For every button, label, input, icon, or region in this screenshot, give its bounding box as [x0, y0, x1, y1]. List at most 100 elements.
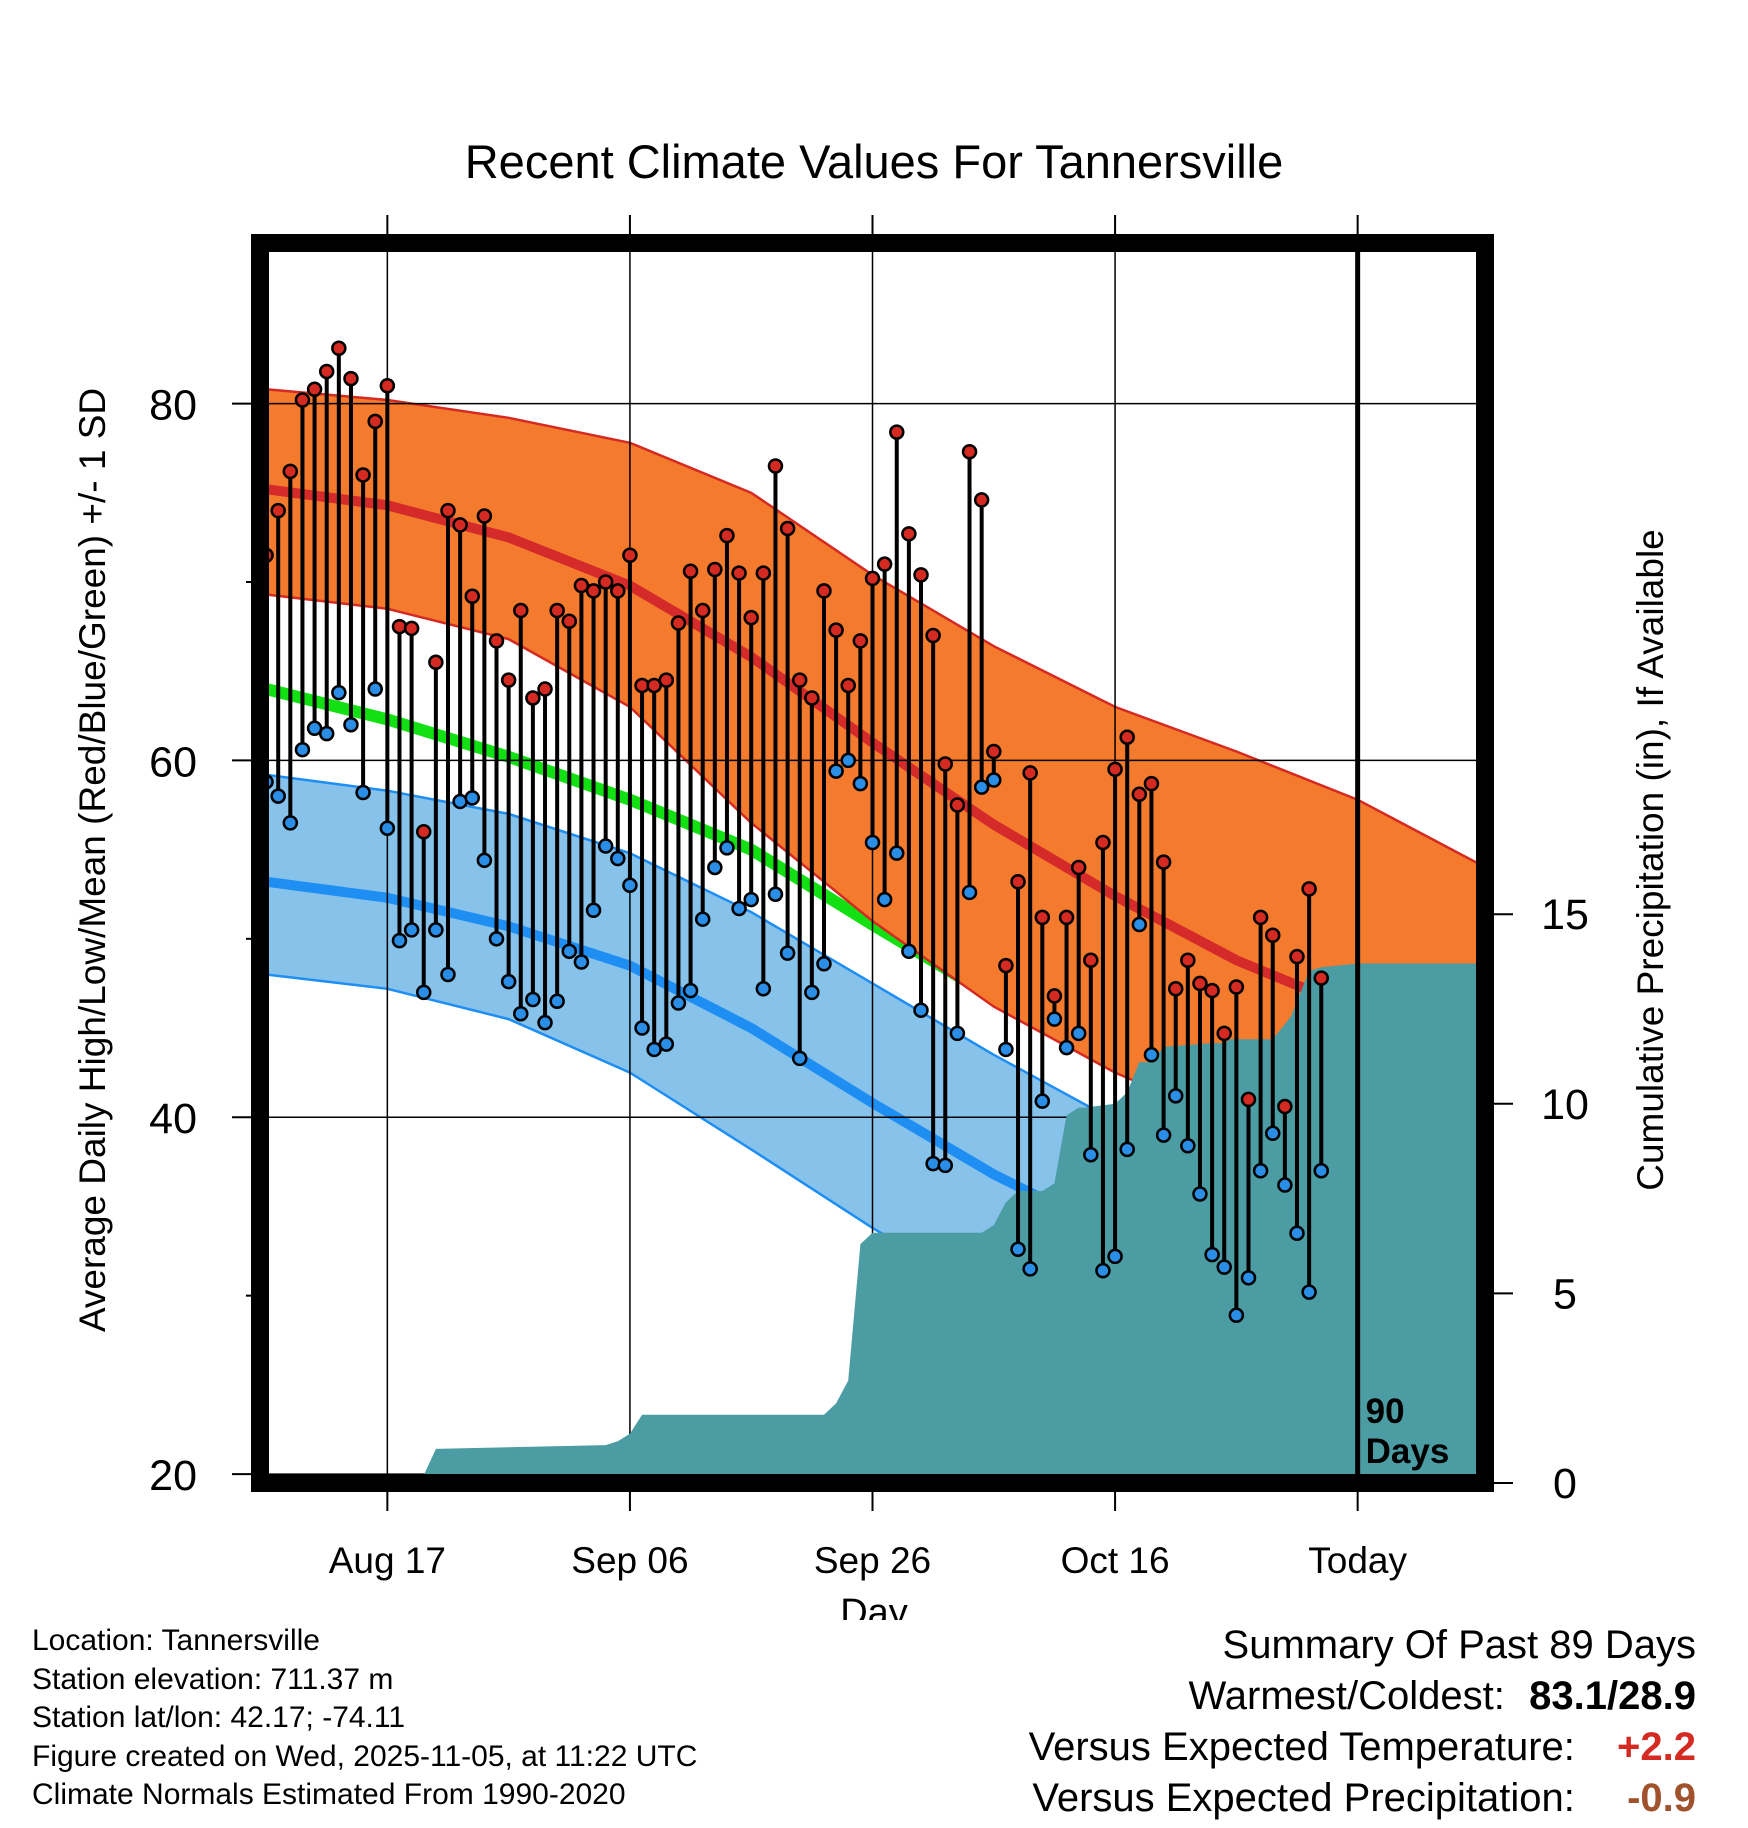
daily-high-point: [986, 743, 1002, 760]
daily-low-point: [379, 820, 396, 836]
daily-low-point: [1119, 1141, 1135, 1158]
daily-high-point: [1252, 909, 1269, 926]
daily-high-point: [719, 527, 735, 544]
daily-low-point: [343, 716, 359, 733]
daily-high-point: [367, 413, 383, 430]
daily-low-point: [525, 991, 541, 1008]
daily-low-point: [476, 852, 493, 869]
daily-low-point: [1034, 1093, 1051, 1109]
x-tick-label: Sep 06: [571, 1540, 688, 1581]
daily-high-point: [937, 756, 954, 772]
daily-high-point: [391, 618, 408, 635]
daily-low-point: [549, 993, 565, 1010]
daily-high-point: [476, 508, 493, 524]
daily-high-point: [1022, 765, 1038, 781]
daily-low-point: [1070, 1025, 1087, 1042]
daily-high-point: [318, 363, 335, 380]
daily-high-point: [646, 677, 662, 694]
x-axis-label: Day: [840, 1592, 908, 1620]
daily-low-point: [294, 741, 311, 758]
warmest-coldest-label: Warmest/Coldest:: [1188, 1674, 1505, 1718]
daily-low-point: [901, 943, 917, 960]
climate-chart: Recent Climate Values For Tannersville D…: [72, 135, 1671, 1620]
daily-low-point: [331, 684, 347, 701]
daily-high-point: [840, 677, 856, 694]
daily-high-point: [525, 690, 541, 706]
daily-low-point: [1046, 1011, 1063, 1027]
daily-high-point: [1034, 909, 1051, 926]
daily-low-point: [440, 966, 456, 983]
created-line: Figure created on Wed, 2025-11-05, at 11…: [32, 1739, 698, 1773]
y2-tick-label: 0: [1553, 1460, 1577, 1508]
daily-high-point: [1107, 761, 1123, 778]
daily-low-point: [767, 886, 784, 902]
y-tick-label: 20: [149, 1452, 197, 1500]
precip-anomaly-label: Versus Expected Precipitation:: [1032, 1776, 1575, 1820]
daily-low-point: [403, 922, 420, 938]
daily-low-point: [998, 1041, 1014, 1058]
daily-low-point: [694, 911, 711, 927]
daily-high-point: [925, 627, 941, 644]
daily-high-point: [561, 613, 578, 629]
daily-low-point: [961, 884, 978, 901]
x-tick-label: Today: [1308, 1540, 1407, 1581]
daily-high-point: [537, 681, 553, 697]
daily-high-point: [1155, 854, 1172, 870]
daily-low-point: [864, 834, 881, 851]
warmest-coldest-row: Warmest/Coldest: 83.1/28.9: [1029, 1671, 1697, 1722]
y2-tick-label: 15: [1541, 891, 1589, 939]
daily-low-point: [561, 943, 578, 960]
x-tick-label: Oct 16: [1061, 1540, 1170, 1581]
daily-low-point: [391, 932, 408, 949]
daily-high-point: [379, 377, 396, 394]
daily-high-point: [658, 672, 675, 688]
daily-low-point: [537, 1014, 553, 1031]
daily-low-point: [1216, 1259, 1232, 1275]
daily-low-point: [646, 1041, 662, 1058]
daily-high-point: [440, 502, 456, 519]
daily-high-point: [852, 633, 869, 649]
daily-low-point: [464, 790, 481, 806]
chart-title: Recent Climate Values For Tannersville: [465, 135, 1284, 188]
daily-low-point: [597, 838, 614, 854]
x-tick-label: Sep 26: [814, 1540, 931, 1581]
daily-low-point: [925, 1155, 941, 1172]
daily-high-point: [270, 502, 286, 519]
daily-high-point: [513, 602, 529, 619]
y2-tick-label: 10: [1541, 1081, 1589, 1129]
daily-low-point: [913, 1002, 929, 1018]
daily-high-point: [949, 797, 966, 813]
latlon-line: Station lat/lon: 42.17; -74.11: [32, 1701, 406, 1734]
y2-axis-label: Cumulative Precipitation (in), If Availa…: [1630, 529, 1671, 1191]
precip-anomaly-row: Versus Expected Precipitation: -0.9: [1029, 1773, 1696, 1824]
daily-low-point: [1301, 1284, 1317, 1300]
daily-high-point: [682, 563, 699, 580]
temp-anomaly-label: Versus Expected Temperature:: [1028, 1725, 1575, 1769]
daily-high-point: [622, 547, 638, 563]
daily-low-point: [488, 931, 505, 947]
plot-area: [260, 243, 1485, 1483]
warmest-coldest-value: 83.1/28.9: [1529, 1674, 1696, 1718]
daily-high-point: [707, 561, 723, 578]
daily-low-point: [828, 763, 844, 779]
daily-high-point: [743, 609, 759, 626]
daily-high-point: [1010, 873, 1026, 890]
daily-high-point: [1277, 1098, 1293, 1115]
daily-low-point: [1022, 1261, 1038, 1277]
today-days-label-1: 90: [1366, 1392, 1405, 1431]
daily-low-point: [634, 1020, 650, 1036]
daily-high-point: [1058, 909, 1075, 926]
daily-low-point: [804, 984, 820, 1001]
daily-high-point: [670, 615, 687, 631]
daily-low-point: [937, 1157, 954, 1174]
daily-high-point: [901, 526, 917, 542]
temp-anomaly-value: +2.2: [1617, 1725, 1696, 1769]
daily-low-point: [1107, 1248, 1123, 1265]
daily-low-point: [1131, 916, 1148, 933]
daily-low-point: [731, 900, 747, 917]
daily-high-point: [585, 583, 602, 599]
daily-high-point: [1143, 775, 1160, 792]
daily-high-point: [998, 957, 1014, 974]
daily-high-point: [1204, 982, 1220, 999]
daily-low-point: [428, 922, 444, 938]
